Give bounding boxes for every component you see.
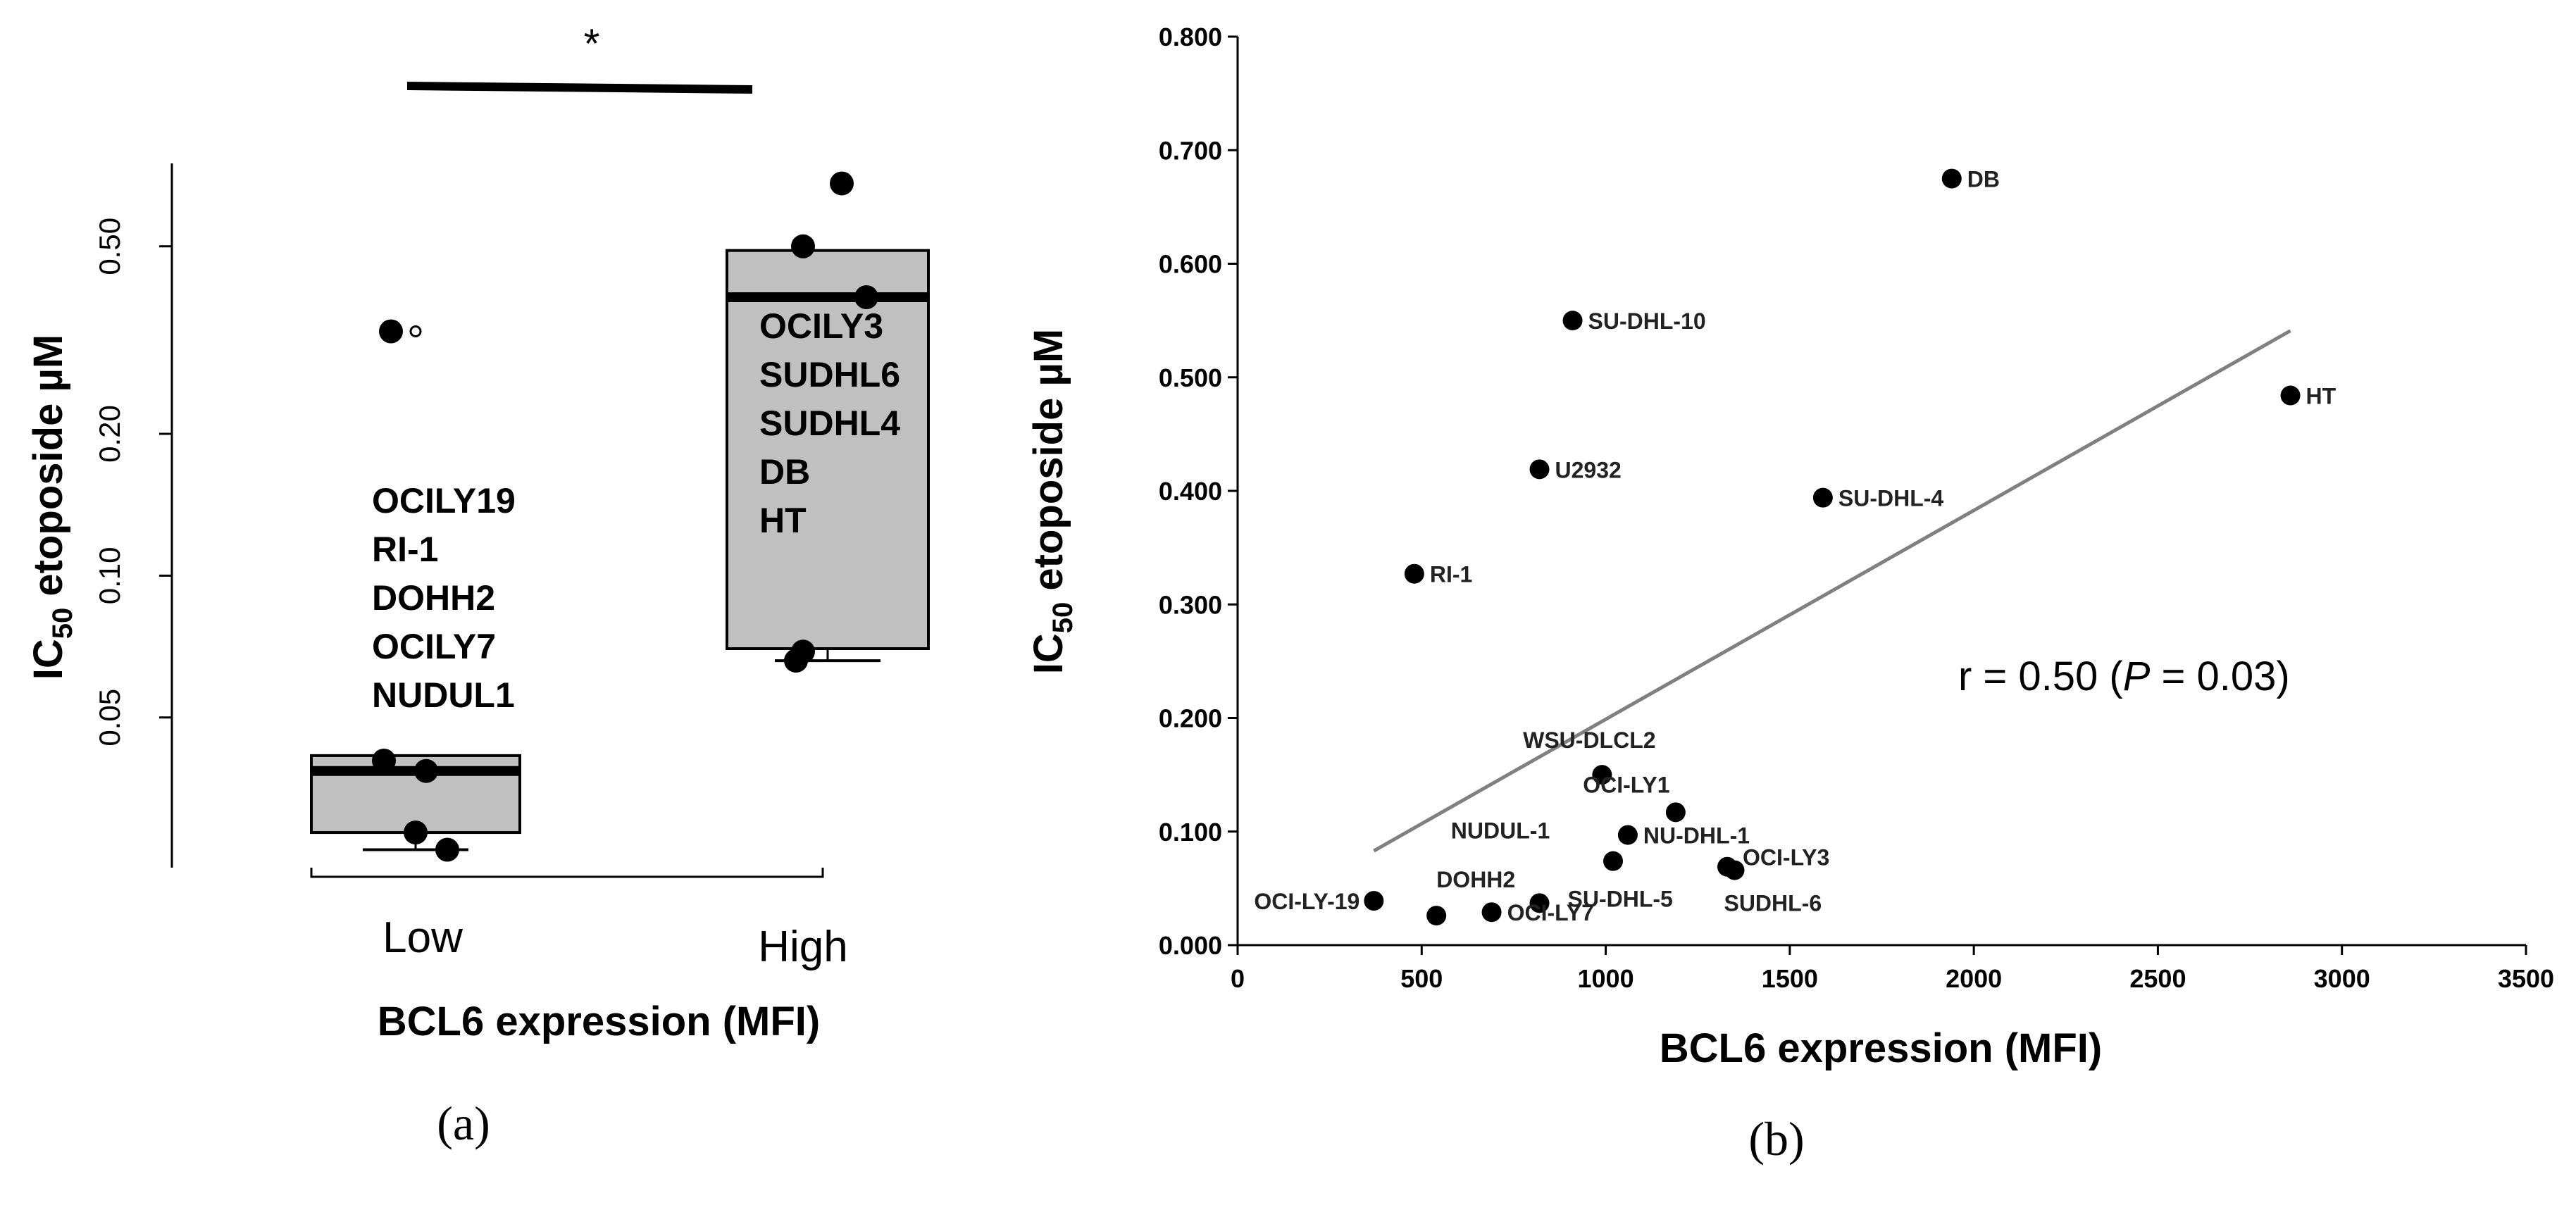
point-label: RI-1 [1430, 562, 1472, 587]
panel-b-y-tick-label: 0.600 [1159, 250, 1222, 279]
panel-b-y-tick-label: 0.800 [1159, 23, 1222, 51]
cell-line-label: DB [759, 452, 810, 492]
scatter-point [1941, 168, 1962, 189]
scatter-point [1724, 860, 1745, 880]
panel-b-x-tick-label: 3000 [2314, 964, 2370, 993]
point-high [854, 285, 878, 309]
point-label: NUDUL-1 [1451, 818, 1550, 844]
panel-b-y-tick-label: 0.500 [1159, 363, 1222, 392]
point-label: SU-DHL-4 [1838, 486, 1944, 511]
cell-line-label: OCILY19 [372, 481, 516, 520]
point-label: DOHH2 [1436, 867, 1515, 892]
panel-b-y-tick-label: 0.400 [1159, 477, 1222, 506]
panel-b-x-axis-title: BCL6 expression (MFI) [1660, 1025, 2102, 1071]
cell-line-label: OCILY7 [372, 627, 496, 666]
point-label: OCI-LY7 [1507, 900, 1594, 925]
panel-b-y-ticks: 0.000 0.100 0.200 0.300 0.400 0.500 0.600 0.700… [1159, 23, 1238, 960]
panel-b-x-tick-label: 1500 [1762, 964, 1818, 993]
panel-a: 0.500.200.100.05 * OCILY19RI-1DOHH2OCILY… [25, 21, 930, 1150]
point-high [830, 171, 854, 196]
panel-b-x-tick-label: 500 [1400, 964, 1443, 993]
x-category-high: High [758, 923, 848, 971]
panel-b-y-tick-label: 0.300 [1159, 590, 1222, 619]
point-label: WSU-DLCL2 [1523, 728, 1655, 753]
point-label: SUDHL-6 [1724, 891, 1822, 916]
panel-a-y-tick-label: 0.20 [93, 405, 126, 463]
trendline [1373, 329, 2291, 853]
panel-a-y-tick-label: 0.50 [93, 218, 126, 275]
point-low [379, 319, 403, 344]
point-label: OCI-LY-19 [1254, 889, 1359, 914]
cell-line-label: SUDHL4 [759, 404, 900, 443]
cell-line-label: HT [759, 501, 807, 540]
scatter-point [1426, 906, 1447, 926]
panel-b-y-tick-label: 0.100 [1159, 818, 1222, 847]
point-label: HT [2306, 384, 2337, 409]
cell-line-label: SUDHL6 [759, 355, 900, 394]
cell-line-label: RI-1 [372, 530, 438, 569]
scatter-point [1592, 765, 1612, 785]
point-label: DB [1967, 167, 2000, 192]
significance-bar [406, 82, 753, 94]
panel-b-x-ticks: 0 500 1000 1500 2000 2500 3000 3500 [1231, 945, 2554, 993]
panel-b-x-tick-label: 0 [1231, 964, 1245, 993]
panel-a-x-axis-title: BCL6 expression (MFI) [378, 999, 820, 1044]
point-high [791, 234, 815, 258]
scatter-point [1529, 893, 1550, 913]
panel-a-points [372, 171, 878, 862]
panel-a-x-axis [310, 868, 824, 878]
point-label: SU-DHL-5 [1568, 886, 1673, 911]
panel-b: 0.000 0.100 0.200 0.300 0.400 0.500 0.600 0.700… [1026, 23, 2554, 1166]
scatter-point [1481, 902, 1502, 923]
panel-b-x-tick-label: 2500 [2129, 964, 2186, 993]
point-low [404, 820, 428, 845]
point-label: U2932 [1555, 457, 1622, 482]
scatter-point [1665, 802, 1686, 823]
correlation-annotation: r = 0.50 (P = 0.03) [1958, 654, 2290, 699]
panel-a-label: (a) [437, 1097, 490, 1150]
point-label: OCI-LY1 [1583, 772, 1669, 797]
panel-b-x-tick-label: 1000 [1578, 964, 1634, 993]
scatter-point [1562, 311, 1583, 331]
panel-a-y-axis-title: IC50 etoposide µM [25, 335, 78, 680]
cell-line-label: NUDUL1 [372, 675, 515, 715]
panel-b-y-tick-label: 0.700 [1159, 136, 1222, 165]
cell-line-label: OCILY3 [759, 306, 883, 346]
high-group-cell-lines: OCILY3 SUDHL6 SUDHL4 DB HT [759, 306, 900, 540]
point-label: SU-DHL-10 [1588, 308, 1706, 334]
significance-star: * [584, 21, 600, 67]
panel-b-y-tick-label: 0.000 [1159, 931, 1222, 960]
outlier-marker [409, 325, 422, 338]
panel-a-boxes [310, 249, 930, 851]
low-group-cell-lines: OCILY19 RI-1 DOHH2 OCILY7 NUDUL1 [372, 481, 516, 715]
panel-b-x-tick-label: 3500 [2498, 964, 2554, 993]
point-label: NU-DHL-1 [1643, 823, 1750, 849]
scatter-point [2280, 385, 2301, 406]
panel-b-x-tick-label: 2000 [1946, 964, 2002, 993]
scatter-point [1364, 891, 1384, 911]
box-high [726, 249, 930, 651]
panel-a-y-tick-label: 0.10 [93, 547, 126, 605]
panel-a-y-ticks: 0.50 0.20 0.10 0.05 [93, 218, 172, 747]
panel-a-y-tick-label: 0.05 [93, 689, 126, 747]
point-low [372, 748, 396, 773]
panel-b-y-axis-title: IC50 etoposide µM [1026, 329, 1078, 674]
panel-b-points: DB SU-DHL-10 HT U2932 SU-DHL-4 RI-1 WSU-DLCL2 O… [1254, 167, 2336, 926]
scatter-point [1529, 459, 1550, 480]
x-category-low: Low [382, 913, 463, 962]
point-label: OCI-LY3 [1743, 845, 1829, 870]
panel-b-label: (b) [1748, 1112, 1804, 1166]
point-low [414, 758, 438, 783]
point-low [435, 837, 459, 862]
scatter-point [1812, 487, 1833, 508]
point-high [784, 649, 808, 673]
scatter-point [1404, 563, 1424, 584]
scatter-point [1617, 825, 1638, 845]
panel-b-y-tick-label: 0.200 [1159, 704, 1222, 733]
scatter-point [1603, 851, 1624, 871]
cell-line-label: DOHH2 [372, 578, 495, 618]
